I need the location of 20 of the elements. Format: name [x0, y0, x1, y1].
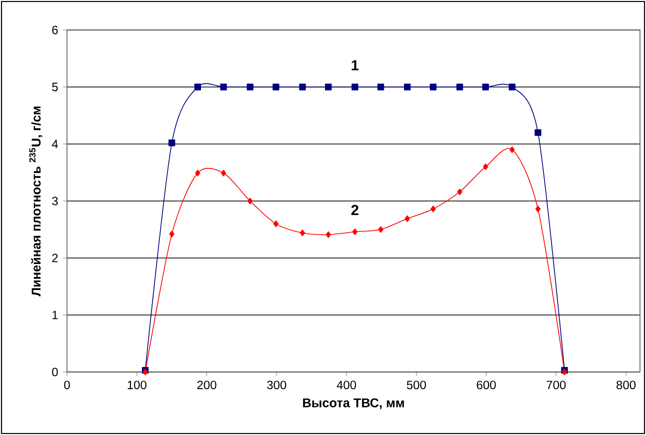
- x-tick-label: 200: [197, 380, 216, 390]
- x-tick-label: 600: [476, 380, 496, 390]
- y-tick-label: 1: [52, 310, 58, 320]
- x-axis-title: Высота ТВС, мм: [303, 398, 404, 410]
- y-tick-label: 4: [52, 140, 58, 148]
- y-tick-label: 6: [52, 26, 58, 34]
- y-tick-label: 5: [52, 82, 58, 92]
- x-tick-label: 500: [406, 380, 426, 390]
- y-axis-title: Линейная плотность $^{235}$U, г/см: [29, 106, 42, 296]
- y-tick-label: 3: [52, 196, 58, 206]
- series-label: 1: [352, 60, 359, 70]
- x-tick-label: 700: [546, 380, 566, 390]
- series-label: 2: [351, 204, 358, 216]
- x-tick-label: 0: [64, 380, 70, 390]
- x-tick-label: 400: [336, 380, 356, 390]
- x-tick-label: 100: [128, 380, 146, 390]
- y-tick-label: 0: [52, 368, 58, 376]
- x-tick-label: 800: [616, 380, 636, 390]
- y-tick-label: 2: [52, 254, 58, 262]
- x-tick-label: 300: [267, 380, 286, 390]
